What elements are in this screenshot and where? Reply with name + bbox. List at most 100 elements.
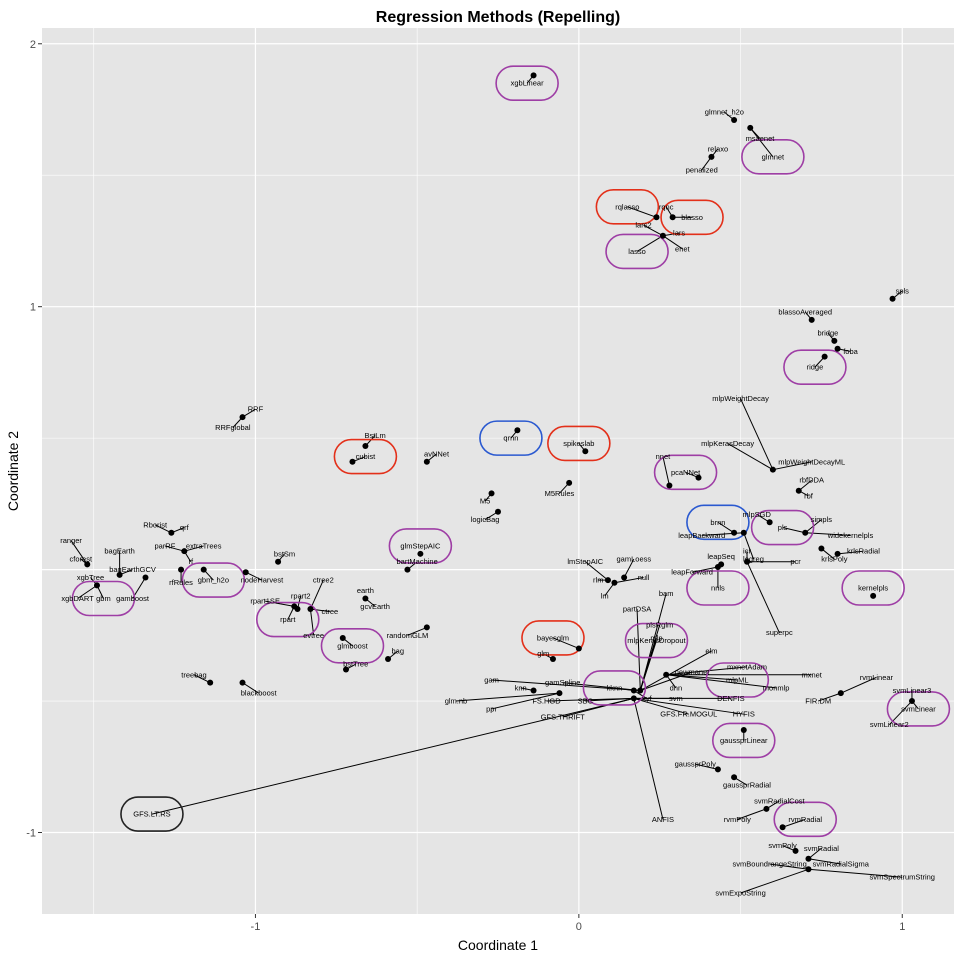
data-point — [423, 458, 430, 465]
point-label: HYFIS — [733, 710, 755, 719]
point-label: monmlp — [763, 683, 790, 692]
data-point — [362, 443, 369, 450]
point-label: lasso — [628, 247, 646, 256]
connector-line — [666, 674, 738, 681]
connector-line — [737, 808, 767, 820]
highlight-box — [660, 199, 724, 236]
point-label: ridge — [807, 363, 824, 372]
point-label: rqnc — [659, 202, 674, 211]
point-label: foba — [843, 347, 858, 356]
point-label: kknn — [607, 683, 623, 692]
point-label: parRF — [154, 541, 175, 550]
point-label: randomGLM — [387, 631, 429, 640]
connector-line — [242, 682, 259, 694]
highlight-box — [705, 662, 770, 698]
y-tick-label: -1 — [26, 827, 36, 839]
point-label: rvmPoly — [724, 815, 751, 824]
point-label: newmanet — [675, 668, 711, 677]
point-label: logicBag — [471, 515, 500, 524]
data-point — [604, 577, 611, 584]
data-point — [181, 548, 188, 555]
connector-line — [164, 545, 185, 552]
data-point — [339, 634, 346, 641]
data-point — [792, 847, 799, 854]
point-label: GFS.LT.RS — [133, 810, 170, 819]
connector-line — [691, 566, 719, 573]
point-label: svmRadial — [804, 844, 839, 853]
connector-line — [740, 868, 809, 894]
data-point — [834, 550, 841, 557]
highlight-box — [750, 509, 815, 546]
data-point — [708, 153, 715, 160]
point-label: xgbDART — [61, 594, 94, 603]
connector-line — [623, 558, 635, 578]
data-point — [582, 448, 589, 455]
point-label: extraTrees — [186, 541, 222, 550]
point-label: glm — [537, 649, 549, 658]
point-label: treebag — [181, 670, 206, 679]
point-label: elm — [705, 647, 717, 656]
point-label: mxnet — [801, 670, 822, 679]
point-label: glmboost — [337, 641, 368, 650]
data-point — [488, 490, 495, 497]
point-label: avNNet — [424, 449, 450, 458]
point-label: lmStepAIC — [567, 557, 603, 566]
data-point — [566, 479, 573, 486]
point-label: rbf — [804, 491, 814, 500]
point-label: plsRglm — [646, 620, 673, 629]
data-point — [744, 558, 751, 565]
x-tick-label: 1 — [899, 921, 905, 933]
point-label: glm.nb — [445, 697, 468, 706]
data-point — [769, 466, 776, 473]
data-point — [207, 679, 214, 686]
point-label: leapSeq — [707, 552, 735, 561]
data-point — [178, 566, 185, 573]
data-point — [714, 563, 721, 570]
data-points — [84, 72, 915, 873]
point-label: svmPoly — [768, 841, 797, 850]
connector-line — [633, 697, 689, 715]
data-point — [731, 117, 738, 124]
highlight-box — [686, 570, 750, 606]
point-label: bagEarth — [104, 547, 134, 556]
connector-line — [746, 561, 780, 633]
connector-line — [491, 679, 641, 692]
y-tick-label: 2 — [30, 39, 36, 51]
point-label: qrnn — [503, 434, 518, 443]
point-label: brnn — [710, 518, 725, 527]
data-point — [763, 805, 770, 812]
connector-line — [643, 224, 664, 237]
connector-line — [636, 609, 641, 691]
point-label: Rborist — [143, 520, 168, 529]
connector-line — [585, 561, 609, 581]
point-label: qrf — [180, 523, 190, 532]
highlight-box — [605, 233, 669, 270]
connector-line — [552, 637, 580, 649]
point-label: SBC — [578, 697, 594, 706]
point-label: nnet — [656, 452, 672, 461]
connector-line — [585, 697, 634, 702]
connector-line — [743, 532, 754, 560]
connector-line — [633, 697, 744, 715]
point-label: gam — [484, 676, 499, 685]
highlight-box — [582, 670, 647, 706]
connector-line — [639, 637, 657, 691]
data-point — [239, 679, 246, 686]
point-label: mlpSGD — [743, 510, 772, 519]
point-label: rvmLinear — [860, 673, 894, 682]
point-label: rpart2 — [291, 591, 311, 600]
highlight-box — [521, 620, 585, 656]
point-label: icr — [743, 547, 751, 556]
connector-line — [614, 687, 634, 692]
plot-panel — [42, 28, 954, 914]
point-label: evtree — [303, 631, 324, 640]
point-label: bridge — [817, 328, 838, 337]
point-label: xgbTree — [77, 573, 104, 582]
point-label: rlm — [593, 576, 603, 585]
point-label: glmStepAIC — [400, 541, 441, 550]
data-point — [423, 624, 430, 631]
data-point — [747, 124, 754, 131]
point-label: FS.HGD — [532, 697, 561, 706]
